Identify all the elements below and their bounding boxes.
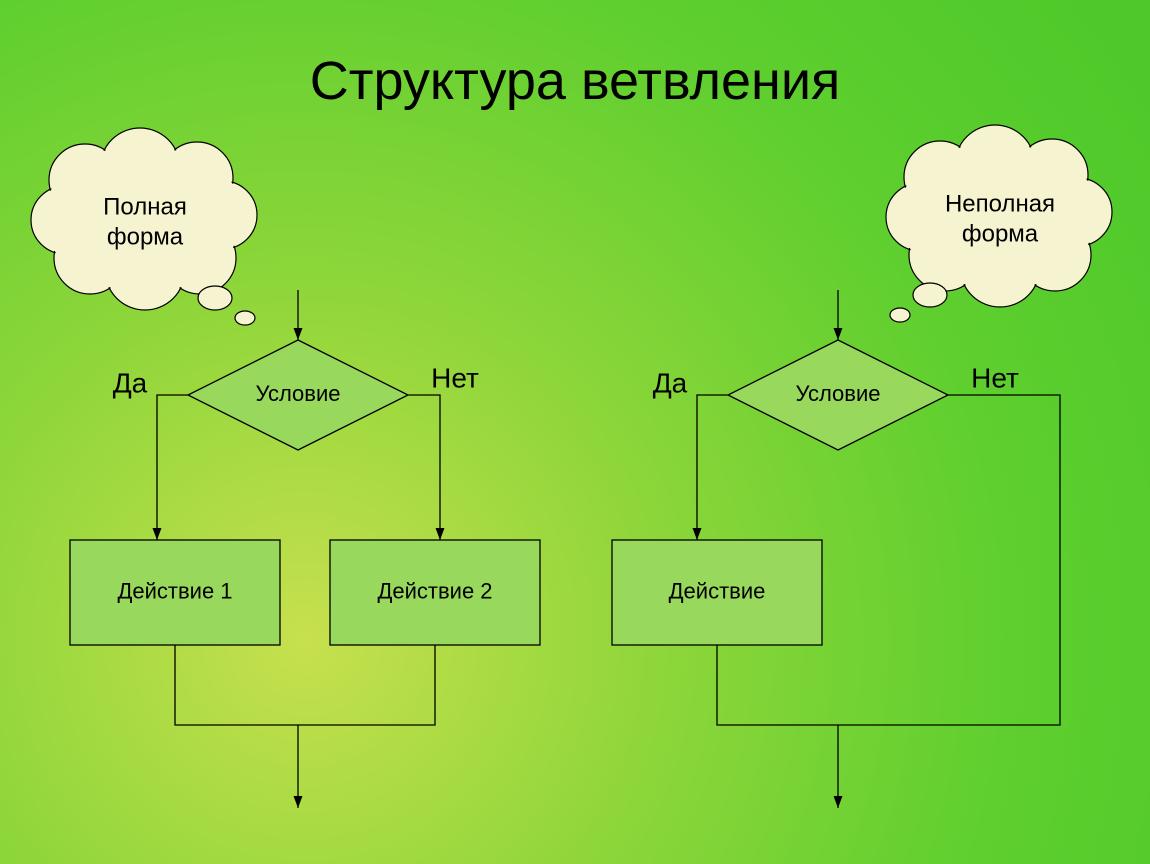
diagram-canvas: Структура ветвления Условие Да Нет Действие… (0, 0, 1150, 864)
svg-text:Неполная: Неполная (945, 190, 1055, 217)
condition-label: Условие (255, 381, 340, 406)
cloud-short-form: Неполная форма (886, 125, 1112, 322)
svg-text:форма: форма (107, 223, 184, 250)
flowchart-svg: Условие Да Нет Действие 1 Действие 2 Условие Д… (0, 0, 1150, 864)
no-label: Нет (971, 362, 1019, 393)
no-label: Нет (431, 362, 479, 393)
action1-label: Действие 1 (117, 578, 232, 603)
svg-text:Полная: Полная (103, 193, 187, 220)
page-title: Структура ветвления (0, 50, 1150, 112)
svg-text:форма: форма (962, 220, 1039, 247)
action-label: Действие (669, 578, 766, 603)
yes-label: Да (113, 367, 148, 398)
condition-label: Условие (795, 381, 880, 406)
yes-label: Да (653, 367, 688, 398)
cloud-full-form: Полная форма (31, 128, 257, 325)
action2-label: Действие 2 (377, 578, 492, 603)
